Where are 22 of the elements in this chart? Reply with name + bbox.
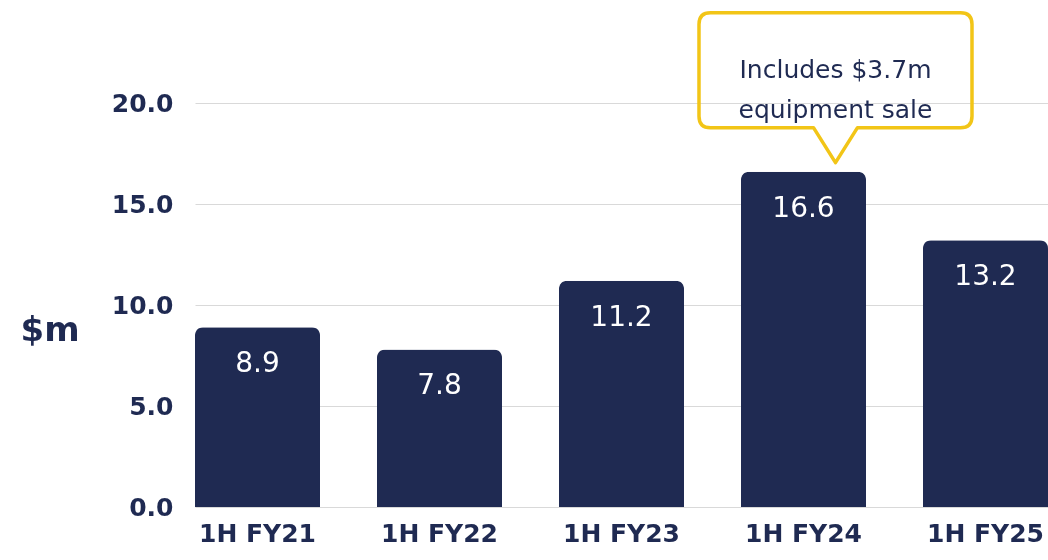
y-axis-title: $m bbox=[20, 308, 80, 349]
y-tick-label: 20.0 bbox=[111, 88, 174, 118]
data-label: 11.2 bbox=[590, 299, 653, 333]
y-tick-label: 0.0 bbox=[129, 492, 174, 522]
x-tick-label: 1H FY24 bbox=[744, 518, 862, 548]
x-tick-label: 1H FY21 bbox=[199, 518, 317, 548]
bar bbox=[740, 171, 867, 507]
data-label: 16.6 bbox=[772, 190, 835, 224]
data-label: 13.2 bbox=[954, 259, 1017, 293]
x-tick-label: 1H FY22 bbox=[381, 518, 499, 548]
bar bbox=[376, 349, 503, 507]
x-tick-label: 1H FY23 bbox=[563, 518, 680, 548]
y-tick-label: 15.0 bbox=[111, 189, 174, 219]
data-label: 8.9 bbox=[235, 346, 280, 380]
data-label: 7.8 bbox=[417, 368, 462, 402]
y-tick-label: 5.0 bbox=[129, 391, 174, 421]
bar bbox=[922, 240, 1048, 507]
annotation: Includes $3.7m equipment sale bbox=[738, 54, 933, 124]
bar bbox=[195, 327, 321, 507]
y-tick-label: 10.0 bbox=[111, 290, 174, 320]
bar bbox=[558, 280, 685, 507]
x-tick-label: 1H FY25 bbox=[926, 518, 1044, 548]
